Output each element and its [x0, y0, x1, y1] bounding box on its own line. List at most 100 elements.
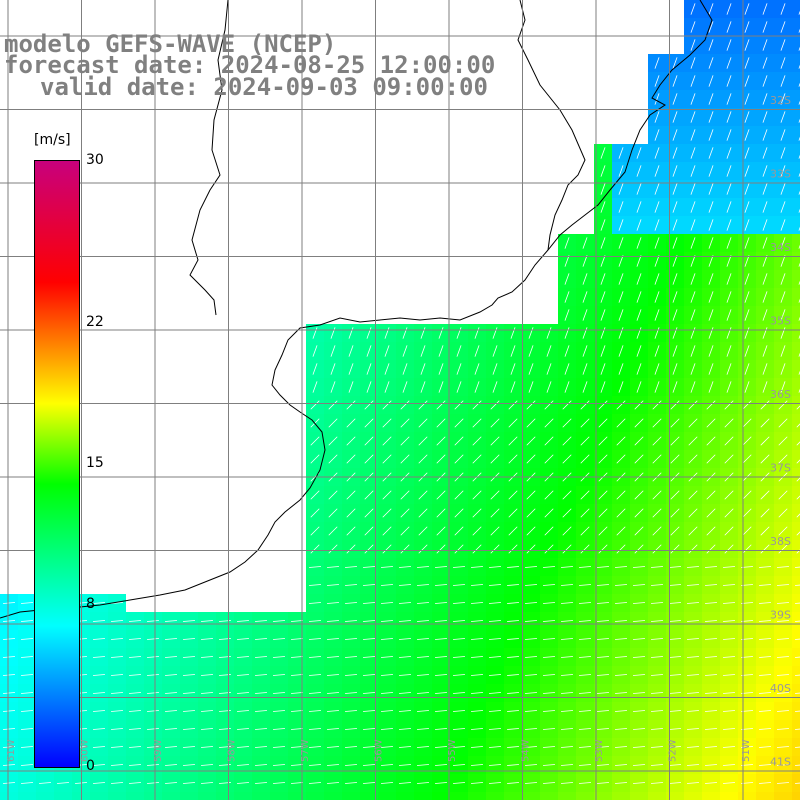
wind-arrow [762, 363, 768, 375]
wind-cell [234, 792, 252, 800]
wind-arrow [796, 549, 800, 554]
wind-arrow [650, 638, 664, 640]
wind-arrow [636, 381, 642, 393]
wind-arrow [398, 764, 412, 766]
wind-arrow [780, 57, 786, 69]
wind-arrow [326, 692, 340, 694]
wind-arrow [128, 638, 142, 640]
wind-arrow [506, 746, 520, 748]
wind-arrow [290, 620, 304, 622]
wind-arrow [2, 710, 16, 712]
wind-arrow [650, 764, 664, 766]
wind-arrow [776, 692, 790, 694]
title-model: modelo GEFS-WAVE (NCEP) [4, 30, 337, 58]
wind-arrow [508, 454, 518, 464]
wind-arrow [92, 638, 106, 640]
wind-arrow [308, 602, 322, 604]
wind-arrow [542, 638, 556, 640]
wind-arrow [598, 436, 608, 446]
wind-arrow [796, 477, 800, 482]
wind-arrow [490, 544, 500, 554]
wind-arrow [744, 309, 750, 321]
wind-arrow [722, 746, 736, 748]
wind-arrow [110, 620, 124, 622]
wind-arrow [526, 454, 536, 464]
wind-arrow [380, 638, 394, 640]
wind-arrow [506, 620, 520, 622]
wind-arrow [690, 219, 696, 231]
wind-arrow [526, 526, 536, 536]
wind-arrow [690, 183, 696, 195]
wind-arrow [200, 638, 214, 640]
wind-arrow [776, 710, 790, 712]
lon-label: 57W [300, 739, 311, 762]
wind-arrow [744, 93, 750, 105]
wind-arrow [490, 526, 500, 536]
wind-cell [180, 792, 198, 800]
wind-arrow [524, 782, 538, 784]
wind-cell [540, 792, 558, 800]
wind-arrow [726, 345, 732, 357]
wind-arrow [560, 566, 574, 568]
wind-arrow [146, 638, 160, 640]
wind-arrow [384, 327, 390, 339]
wind-arrow [344, 638, 358, 640]
wind-arrow [600, 219, 606, 231]
wind-arrow [418, 490, 428, 500]
wind-arrow [616, 526, 626, 536]
wind-arrow [452, 584, 466, 586]
wind-arrow [326, 782, 340, 784]
wind-arrow [236, 620, 250, 622]
wind-arrow [438, 327, 444, 339]
wind-arrow [400, 436, 410, 446]
wind-arrow [726, 3, 732, 15]
wind-arrow [182, 620, 196, 622]
wind-arrow [362, 782, 376, 784]
wind-arrow [686, 620, 700, 622]
wind-arrow [510, 381, 516, 393]
wind-arrow [542, 764, 556, 766]
wind-arrow [470, 710, 484, 712]
wind-cell [792, 72, 800, 90]
wind-cell [792, 486, 800, 504]
lon-label: 60W [80, 739, 91, 762]
wind-arrow [528, 363, 534, 375]
lon-label: 59W [153, 739, 164, 762]
wind-cell [774, 792, 792, 800]
wind-arrow [706, 418, 716, 428]
wind-arrow [650, 584, 664, 586]
wind-arrow [726, 129, 732, 141]
wind-arrow [780, 93, 786, 105]
wind-arrow [578, 746, 592, 748]
wind-arrow [2, 620, 16, 622]
wind-arrow [758, 692, 772, 694]
wind-arrow [488, 656, 502, 658]
wind-arrow [200, 728, 214, 730]
wind-arrow [272, 710, 286, 712]
wind-arrow [254, 674, 268, 676]
wind-arrow [472, 490, 482, 500]
wind-arrow [490, 508, 500, 518]
wind-arrow [326, 764, 340, 766]
wind-arrow [398, 728, 412, 730]
wind-arrow [634, 508, 644, 518]
wind-arrow [564, 363, 570, 375]
wind-arrow [780, 273, 786, 285]
wind-arrow [724, 508, 734, 518]
wind-cell [792, 432, 800, 450]
wind-arrow [470, 674, 484, 676]
wind-arrow [438, 363, 444, 375]
wind-arrow [20, 656, 34, 658]
wind-arrow [758, 602, 772, 604]
wind-arrow [506, 728, 520, 730]
wind-arrow [454, 454, 464, 464]
wind-arrow [708, 345, 714, 357]
wind-arrow [708, 129, 714, 141]
wind-arrow [776, 728, 790, 730]
wind-arrow [778, 400, 788, 410]
colorbar-tick-label: 22 [86, 313, 104, 330]
wind-cell [792, 90, 800, 108]
wind-arrow [596, 656, 610, 658]
wind-arrow [546, 345, 552, 357]
wind-cell [522, 792, 540, 800]
